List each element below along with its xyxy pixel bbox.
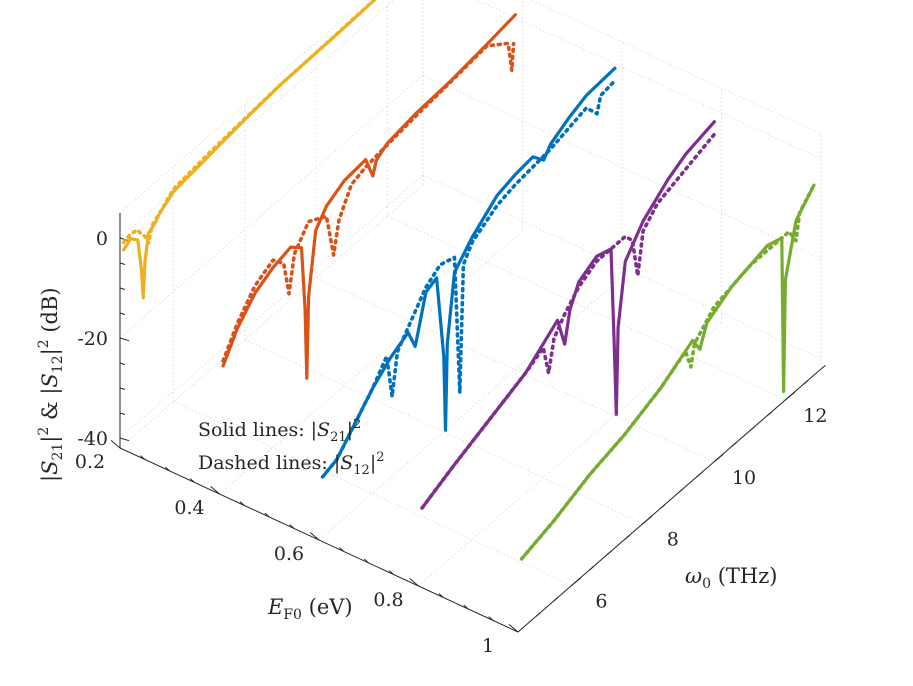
- y-major-tick: [713, 453, 724, 463]
- s12-series-0-2: [121, 0, 377, 245]
- s21-series-0-6: [321, 66, 617, 479]
- z-tick-label: -40: [77, 428, 108, 450]
- floor-grid-line: [418, 322, 722, 587]
- side-wall-grid-line: [119, 174, 424, 439]
- y-minor-tick: [535, 612, 541, 617]
- grid-layer: [119, 0, 822, 633]
- x-minor-tick: [239, 501, 245, 506]
- floor-grid-line: [219, 230, 523, 495]
- x-minor-tick: [140, 455, 146, 460]
- y-minor-tick: [820, 364, 826, 370]
- x-tick-label: 0.2: [75, 451, 105, 473]
- labels-layer: EF0 (eV) ω0 (THz) |S21|2 & |S12|2 (dB) S…: [36, 287, 778, 623]
- x-minor-tick: [164, 466, 171, 472]
- annotation-dashed: Dashed lines: |S12|2: [198, 450, 385, 478]
- wall-edge: [119, 0, 367, 214]
- s12-series-0-6: [320, 78, 617, 479]
- y-major-tick: [785, 391, 795, 401]
- back-wall-grid-line: [476, 0, 822, 160]
- y-minor-tick: [624, 535, 630, 540]
- side-wall-grid-line: [119, 0, 395, 239]
- y-minor-tick: [695, 473, 702, 478]
- back-wall-grid-line: [422, 174, 822, 360]
- x-major-tick: [409, 577, 419, 587]
- x-minor-tick: [438, 593, 444, 598]
- x-tick-label: 0.8: [373, 589, 403, 611]
- y-axis-title: ω0 (THz): [685, 564, 778, 592]
- floor-grid-line: [173, 401, 572, 586]
- y-tick-label: 10: [732, 467, 756, 489]
- z-tick-label: 0: [96, 228, 108, 250]
- x-axis-title: EF0 (eV): [267, 595, 353, 623]
- y-tick-label: 6: [595, 591, 607, 613]
- x-minor-tick: [189, 478, 195, 483]
- floor-grid-line: [315, 277, 715, 463]
- s21-series-0-2: [122, 0, 377, 300]
- x-minor-tick: [363, 558, 370, 564]
- y-minor-tick: [660, 504, 666, 509]
- x-minor-tick: [289, 524, 295, 529]
- y-major-tick: [571, 577, 582, 586]
- y-minor-tick: [749, 426, 755, 432]
- x-tick-label: 1: [482, 635, 494, 657]
- y-minor-tick: [678, 488, 684, 494]
- s21-series-0-8: [420, 120, 716, 510]
- s21-series-1: [520, 183, 816, 561]
- y-minor-tick: [731, 442, 737, 447]
- y-minor-tick: [606, 550, 613, 556]
- floor-grid-line: [387, 215, 786, 401]
- y-minor-tick: [802, 380, 809, 385]
- y-minor-tick: [588, 565, 595, 571]
- z-minor-tick: [119, 312, 126, 315]
- x-major-tick: [309, 531, 320, 541]
- x-major-tick: [508, 623, 519, 633]
- z-major-tick: [119, 337, 130, 342]
- annotation-solid: Solid lines: |S21|2: [198, 417, 361, 445]
- floor-grid-line: [119, 184, 424, 449]
- x-minor-tick: [388, 570, 394, 575]
- y-tick-label: 8: [667, 529, 679, 551]
- x-minor-tick: [488, 616, 494, 621]
- x-minor-tick: [463, 604, 469, 610]
- axes-layer: 0.2 0.4 0.6 0.8 1 6 8 10 12 0 -20 -40: [75, 213, 827, 657]
- z-tick-label: -20: [77, 328, 108, 350]
- z-minor-tick: [119, 287, 126, 290]
- x-tick-label: 0.6: [274, 543, 304, 565]
- wall-edge: [530, 0, 822, 135]
- z-major-tick: [119, 437, 130, 442]
- z-minor-tick: [119, 412, 126, 415]
- s12-series-0-4: [221, 41, 516, 363]
- back-wall-grid-line: [422, 74, 822, 260]
- x-major-tick: [110, 439, 121, 449]
- z-minor-tick: [119, 362, 126, 365]
- y-axis-line: [517, 368, 822, 633]
- floor-grid-line: [318, 276, 623, 541]
- x-minor-tick: [264, 512, 270, 518]
- x-tick-label: 0.4: [174, 497, 204, 519]
- y-minor-tick: [767, 411, 773, 416]
- s21-series-0-4: [221, 13, 517, 380]
- z-minor-tick: [119, 262, 126, 265]
- z-minor-tick: [119, 387, 126, 390]
- y-minor-tick: [553, 596, 559, 602]
- y-major-tick: [642, 515, 653, 525]
- x-major-tick: [210, 485, 220, 495]
- y-tick-label: 12: [803, 405, 827, 427]
- z-axis-title: |S21|2 & |S12|2 (dB): [36, 287, 66, 482]
- side-wall-grid-line: [119, 74, 424, 339]
- series-layer: [121, 0, 816, 561]
- x-minor-tick: [339, 547, 345, 552]
